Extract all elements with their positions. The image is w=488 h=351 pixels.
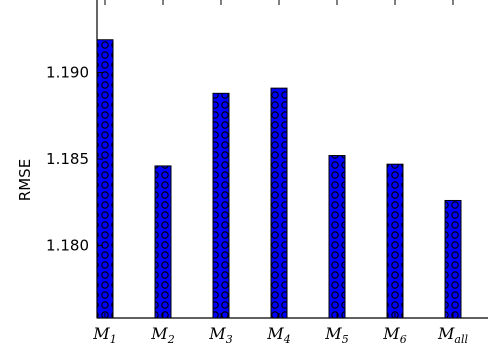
x-tick-label: M2 — [150, 324, 174, 346]
bars — [96, 39, 462, 319]
bar — [96, 39, 114, 319]
bar — [154, 165, 172, 319]
y-axis-ticks: 1.180 1.185 1.190 — [46, 64, 103, 254]
bar — [328, 155, 346, 319]
x-tick-label: M4 — [266, 324, 290, 346]
bar — [270, 87, 288, 319]
bar — [444, 199, 462, 319]
x-tick-label: Mall — [437, 324, 468, 346]
x-tick-label: M3 — [208, 324, 232, 346]
x-tick-label: M6 — [382, 324, 406, 346]
bar — [212, 92, 230, 319]
y-tick-label: 1.180 — [46, 236, 89, 254]
y-tick-label: 1.185 — [46, 150, 89, 168]
y-axis-label: RMSE — [16, 159, 34, 201]
y-tick-label: 1.190 — [46, 64, 89, 82]
x-tick-label: M5 — [324, 324, 348, 346]
x-axis-ticks: M1 M2 M3 M4 M5 M6 Mall — [92, 0, 468, 346]
x-tick-label: M1 — [92, 324, 116, 346]
bar — [386, 163, 404, 319]
